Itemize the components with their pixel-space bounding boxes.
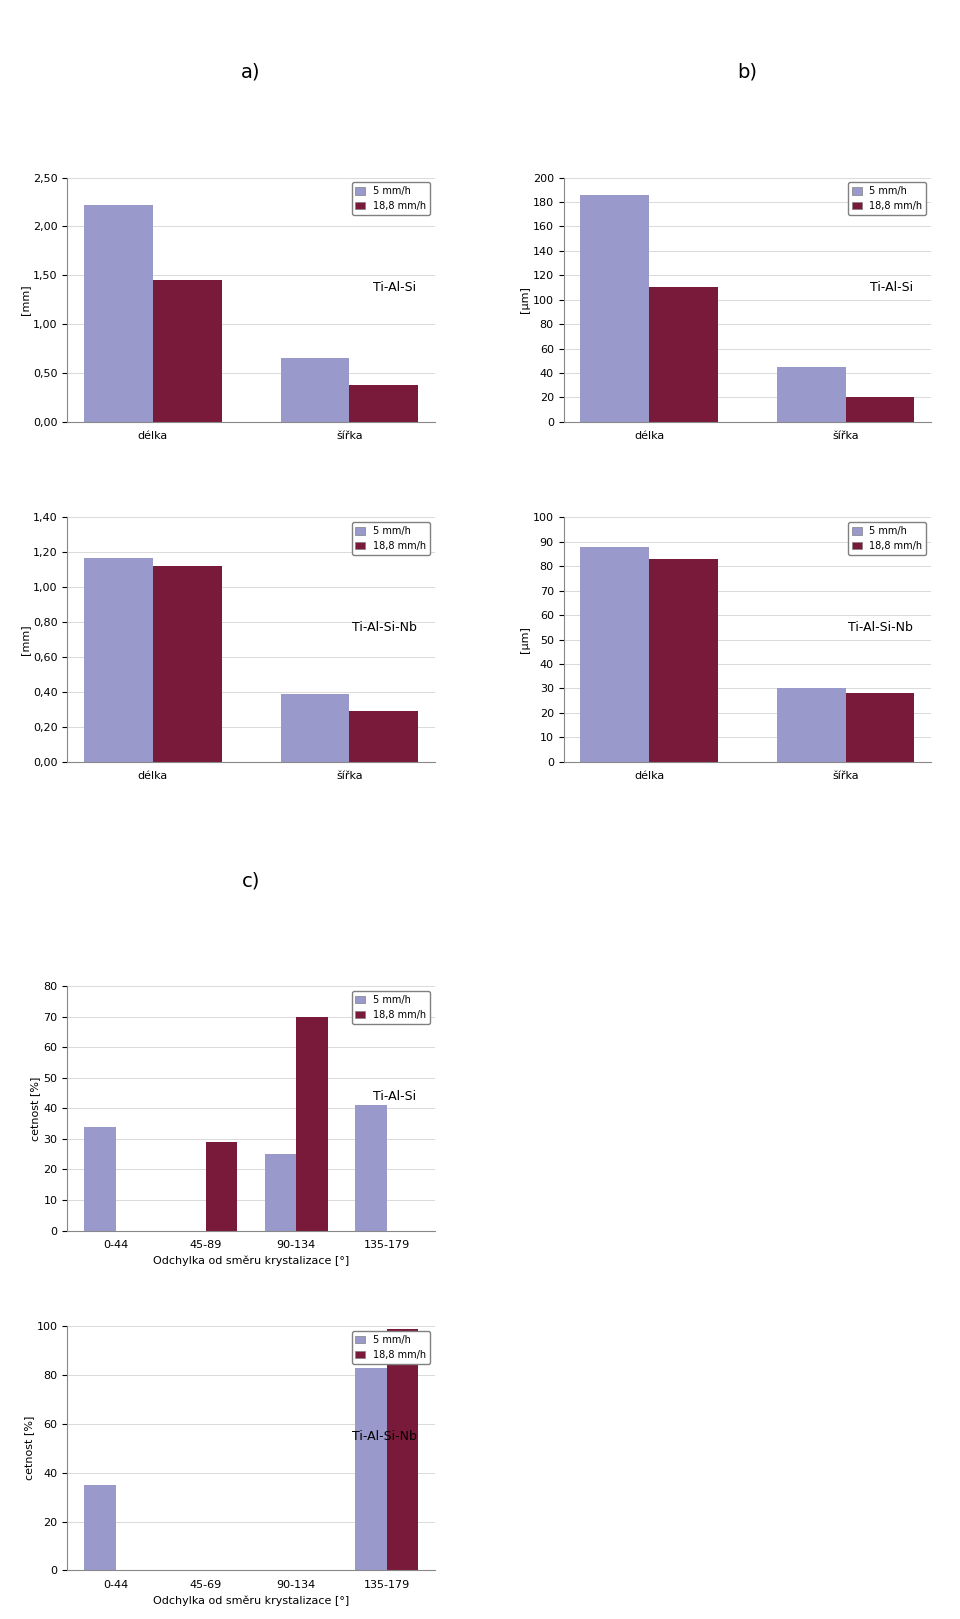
X-axis label: Odchylka od směru krystalizace [°]: Odchylka od směru krystalizace [°] bbox=[153, 1596, 349, 1606]
Bar bbox=[387, 1329, 419, 1570]
Bar bbox=[153, 280, 222, 423]
Text: Ti-Al-Si-Nb: Ti-Al-Si-Nb bbox=[848, 620, 913, 635]
Legend: 5 mm/h, 18,8 mm/h: 5 mm/h, 18,8 mm/h bbox=[848, 523, 926, 555]
Bar bbox=[580, 547, 649, 761]
Legend: 5 mm/h, 18,8 mm/h: 5 mm/h, 18,8 mm/h bbox=[351, 183, 430, 215]
Bar bbox=[84, 1127, 115, 1230]
Bar bbox=[777, 368, 846, 423]
Bar bbox=[355, 1106, 387, 1230]
Y-axis label: cetnost [%]: cetnost [%] bbox=[24, 1417, 34, 1480]
Text: b): b) bbox=[737, 63, 757, 81]
Bar bbox=[84, 206, 153, 423]
Bar bbox=[280, 693, 349, 761]
Bar bbox=[297, 1017, 327, 1230]
Bar bbox=[777, 688, 846, 761]
Bar bbox=[846, 693, 915, 761]
Text: Ti-Al-Si-Nb: Ti-Al-Si-Nb bbox=[351, 1430, 417, 1443]
Bar bbox=[649, 288, 718, 423]
Text: Ti-Al-Si: Ti-Al-Si bbox=[373, 282, 417, 295]
Bar bbox=[649, 559, 718, 761]
Bar bbox=[349, 711, 419, 761]
Bar bbox=[84, 557, 153, 761]
Legend: 5 mm/h, 18,8 mm/h: 5 mm/h, 18,8 mm/h bbox=[351, 523, 430, 555]
Legend: 5 mm/h, 18,8 mm/h: 5 mm/h, 18,8 mm/h bbox=[848, 183, 926, 215]
Text: Ti-Al-Si: Ti-Al-Si bbox=[373, 1090, 417, 1103]
Bar bbox=[349, 385, 419, 423]
X-axis label: Odchylka od směru krystalizace [°]: Odchylka od směru krystalizace [°] bbox=[153, 1256, 349, 1266]
Bar bbox=[265, 1154, 297, 1230]
Bar bbox=[153, 567, 222, 761]
Y-axis label: [mm]: [mm] bbox=[20, 625, 30, 654]
Y-axis label: [µm]: [µm] bbox=[520, 287, 530, 312]
Text: Ti-Al-Si: Ti-Al-Si bbox=[870, 282, 913, 295]
Bar bbox=[846, 397, 915, 423]
Legend: 5 mm/h, 18,8 mm/h: 5 mm/h, 18,8 mm/h bbox=[351, 1331, 430, 1363]
Y-axis label: [µm]: [µm] bbox=[520, 627, 530, 652]
Y-axis label: cetnost [%]: cetnost [%] bbox=[31, 1077, 40, 1141]
Bar bbox=[280, 358, 349, 423]
Text: Ti-Al-Si-Nb: Ti-Al-Si-Nb bbox=[351, 620, 417, 635]
Bar bbox=[355, 1368, 387, 1570]
Legend: 5 mm/h, 18,8 mm/h: 5 mm/h, 18,8 mm/h bbox=[351, 991, 430, 1023]
Bar bbox=[205, 1141, 237, 1230]
Text: c): c) bbox=[242, 871, 260, 890]
Y-axis label: [mm]: [mm] bbox=[20, 285, 30, 316]
Text: a): a) bbox=[241, 63, 261, 81]
Bar bbox=[84, 1485, 115, 1570]
Bar bbox=[580, 194, 649, 423]
